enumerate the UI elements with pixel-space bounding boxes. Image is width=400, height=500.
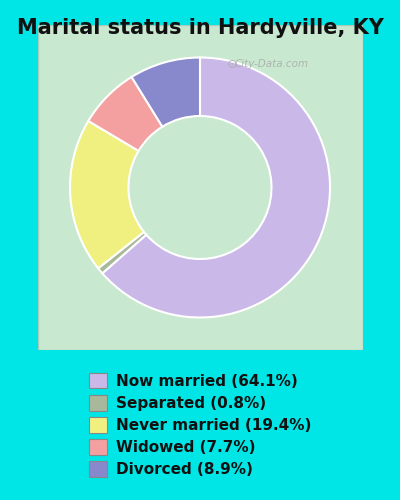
Text: City-Data.com: City-Data.com bbox=[234, 59, 308, 69]
Legend: Now married (64.1%), Separated (0.8%), Never married (19.4%), Widowed (7.7%), Di: Now married (64.1%), Separated (0.8%), N… bbox=[88, 373, 312, 477]
Text: ⊙: ⊙ bbox=[227, 58, 238, 70]
Wedge shape bbox=[98, 232, 146, 274]
Wedge shape bbox=[132, 58, 200, 126]
Wedge shape bbox=[70, 121, 144, 268]
FancyBboxPatch shape bbox=[38, 25, 362, 350]
Wedge shape bbox=[102, 58, 330, 318]
Wedge shape bbox=[88, 77, 162, 151]
Text: Marital status in Hardyville, KY: Marital status in Hardyville, KY bbox=[16, 18, 384, 38]
